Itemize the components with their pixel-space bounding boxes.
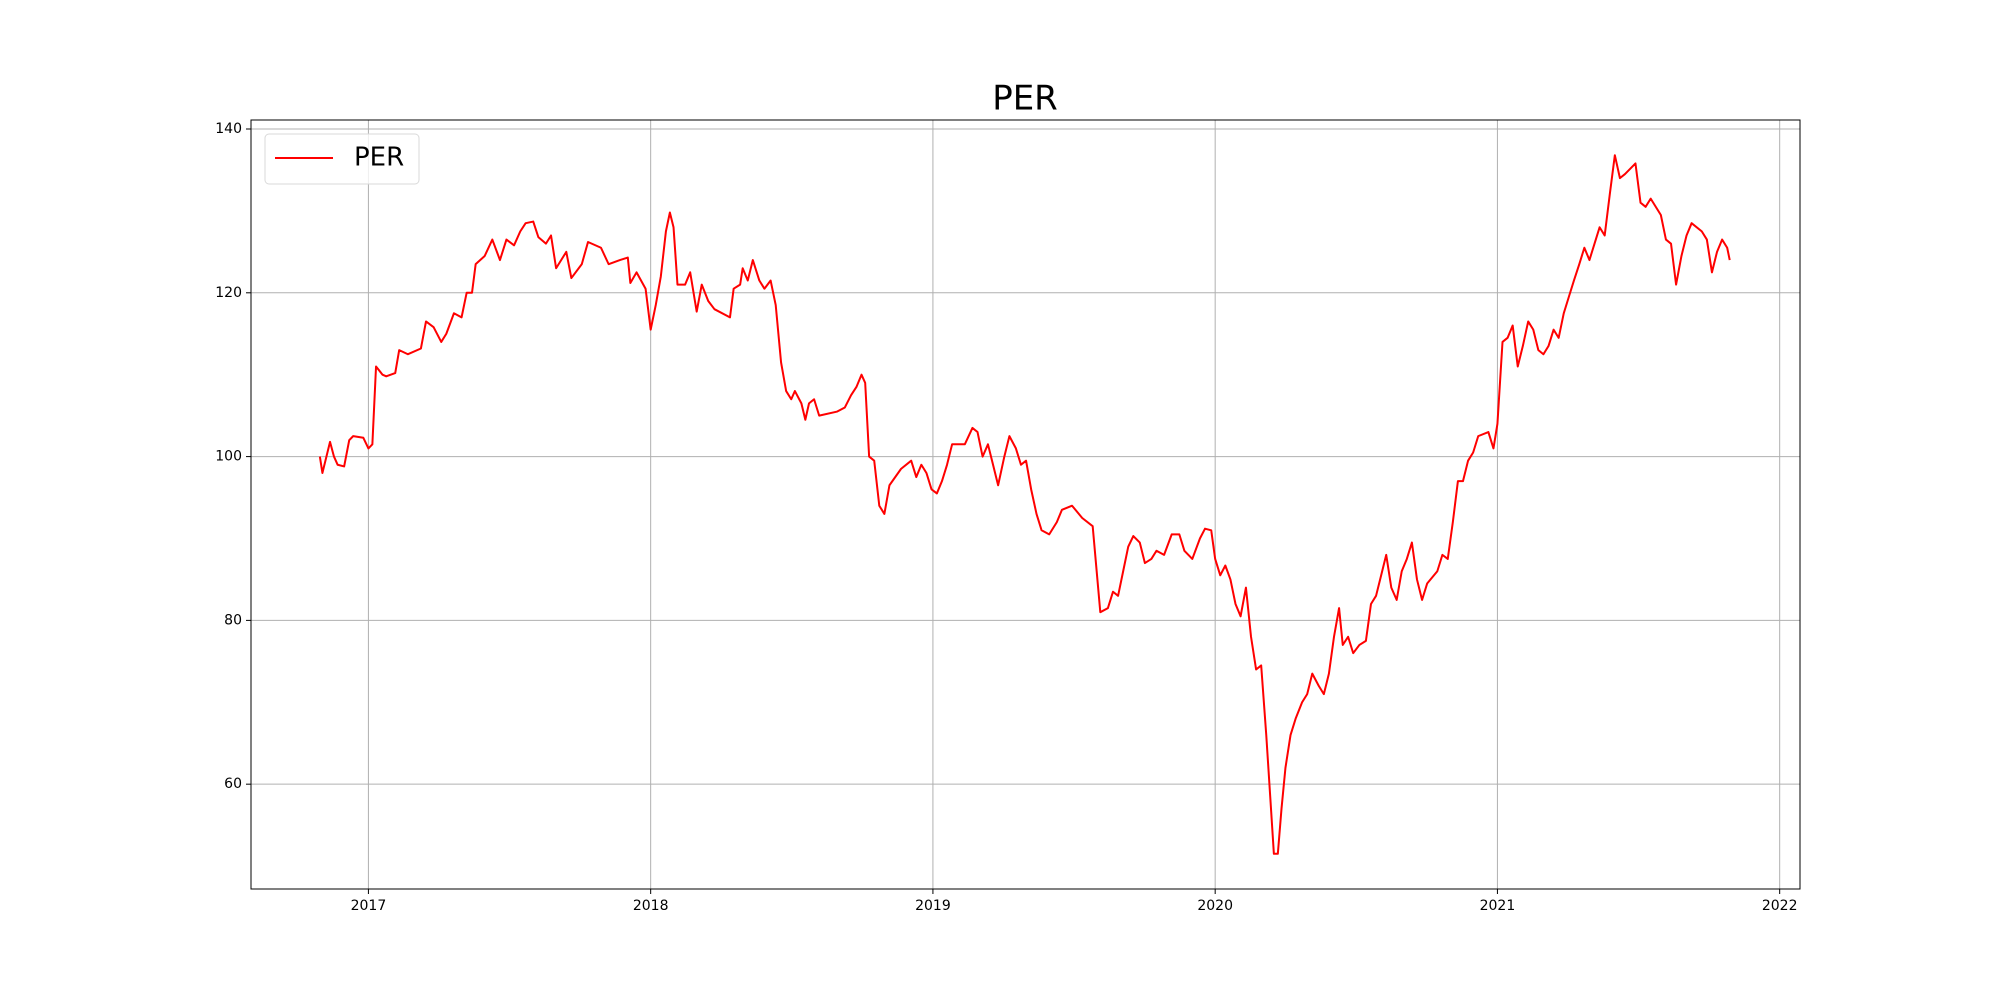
y-tick-label: 100 [215, 449, 242, 465]
y-tick-label: 60 [224, 776, 242, 792]
chart-title: PER [992, 79, 1058, 119]
x-tick-label: 2017 [351, 898, 387, 914]
y-tick-label: 140 [215, 121, 242, 137]
x-tick-label: 2018 [633, 898, 669, 914]
data-line [318, 154, 1731, 855]
x-tick-label: 2022 [1762, 898, 1798, 914]
legend-label: PER [354, 143, 404, 173]
x-tick-label: 2020 [1197, 898, 1233, 914]
x-tick-label: 2019 [915, 898, 951, 914]
legend-box [264, 133, 420, 185]
x-tick-label: 2021 [1480, 898, 1516, 914]
plot-frame [250, 119, 1801, 890]
y-tick-label: 120 [215, 285, 242, 301]
y-tick-label: 80 [224, 612, 242, 628]
